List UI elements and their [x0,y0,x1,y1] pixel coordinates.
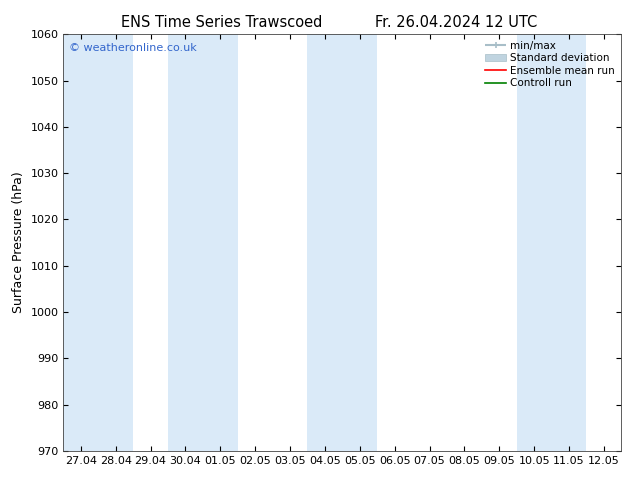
Bar [307,34,377,451]
Legend: min/max, Standard deviation, Ensemble mean run, Controll run: min/max, Standard deviation, Ensemble me… [482,37,618,92]
Text: © weatheronline.co.uk: © weatheronline.co.uk [69,43,197,52]
Bar [63,34,133,451]
Bar [168,34,238,451]
Bar [517,34,586,451]
Y-axis label: Surface Pressure (hPa): Surface Pressure (hPa) [12,172,25,314]
Text: ENS Time Series Trawscoed: ENS Time Series Trawscoed [121,15,323,30]
Text: Fr. 26.04.2024 12 UTC: Fr. 26.04.2024 12 UTC [375,15,538,30]
